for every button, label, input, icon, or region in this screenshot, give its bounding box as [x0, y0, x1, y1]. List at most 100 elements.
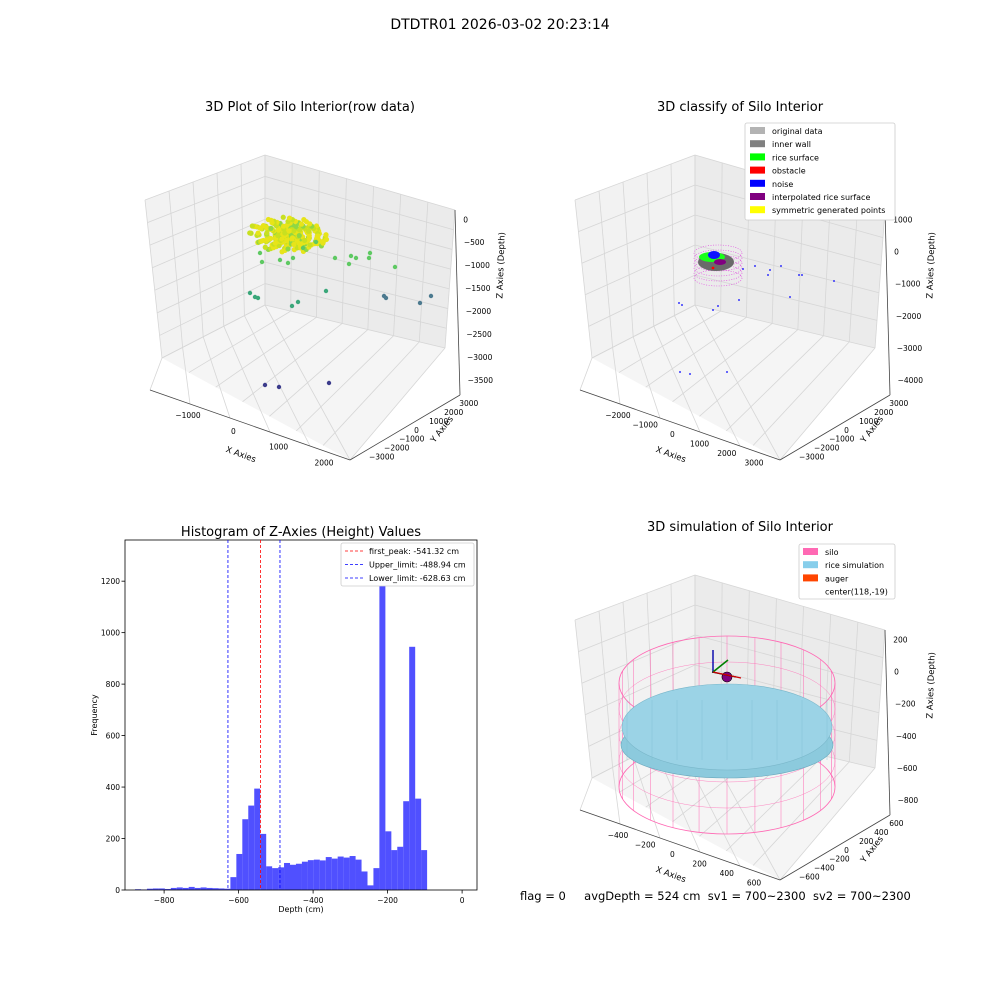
- grid-line: [216, 172, 225, 327]
- grid-line: [598, 610, 613, 768]
- histogram-bar: [313, 859, 320, 890]
- inner-wall-ring: [693, 259, 743, 277]
- legend-label: rice simulation: [825, 561, 884, 570]
- axis-tick-label: 0: [844, 426, 849, 435]
- grid-line: [646, 172, 655, 327]
- data-point: [323, 288, 329, 294]
- grid-line: [694, 574, 886, 631]
- grid-line: [149, 357, 163, 391]
- legend-swatch: [750, 127, 765, 134]
- z-axis-line: [884, 629, 891, 816]
- histogram-bar: [242, 819, 249, 890]
- data-point: [291, 228, 297, 234]
- x-tick-label: −400: [303, 896, 324, 905]
- grid-line: [694, 604, 884, 658]
- grid-line: [240, 163, 245, 316]
- noise-points: [708, 251, 720, 259]
- data-point: [295, 299, 301, 305]
- grid-line: [223, 326, 271, 433]
- grid-line: [264, 154, 456, 211]
- histogram-bar: [266, 866, 273, 890]
- grid-line: [264, 176, 454, 231]
- z-axis-line: [884, 209, 891, 396]
- data-point: [259, 259, 265, 265]
- grid-line: [192, 181, 204, 337]
- data-point: [296, 233, 302, 239]
- y-axis-label: Frequency: [90, 694, 99, 736]
- histogram-bar: [206, 887, 213, 890]
- inner-wall-ring: [693, 269, 743, 287]
- x-axis-label: Depth (cm): [278, 905, 323, 914]
- data-point: [280, 214, 286, 220]
- grid-line: [694, 304, 876, 349]
- axis-tick-label: −400: [896, 732, 917, 741]
- chart-title: 3D classify of Silo Interior: [657, 100, 824, 115]
- chart-title: 3D simulation of Silo Interior: [647, 520, 834, 535]
- grid-line: [645, 316, 747, 388]
- data-point: [315, 233, 321, 239]
- data-point: [323, 232, 329, 238]
- legend-label: inner wall: [772, 140, 811, 149]
- chart-panel-2: −2000−10000100020003000−3000−2000−100001…: [574, 100, 938, 468]
- y-tick-label: 800: [106, 680, 121, 689]
- legend-swatch: [803, 548, 818, 555]
- grid-line: [578, 184, 696, 232]
- axis-tick-label: −2500: [466, 330, 492, 339]
- grid-line: [694, 214, 882, 266]
- grid-line: [874, 209, 886, 349]
- axis-tick-label: 200: [859, 837, 874, 846]
- y-tick-label: 1000: [101, 629, 120, 638]
- histogram-bar: [397, 846, 404, 890]
- data-point: [290, 255, 296, 261]
- data-point: [301, 217, 307, 223]
- histogram-bar: [284, 862, 291, 890]
- data-point: [275, 232, 281, 238]
- histogram-bar: [236, 853, 243, 890]
- legend-label: interpolated rice surface: [772, 193, 870, 202]
- grid-line: [574, 619, 593, 779]
- noise-point: [738, 299, 740, 301]
- grid-line: [574, 154, 696, 201]
- grid-line: [168, 190, 183, 348]
- histogram-bar: [307, 860, 314, 890]
- legend-swatch: [803, 561, 818, 569]
- back-pane-left: [145, 155, 265, 358]
- data-point: [428, 293, 434, 299]
- axis-tick-label: −400: [814, 864, 835, 873]
- grid-line: [779, 767, 876, 881]
- noise-point: [789, 296, 791, 298]
- data-point: [307, 242, 313, 248]
- noise-point: [717, 305, 719, 307]
- grid-line: [588, 274, 696, 327]
- histogram-bar: [224, 888, 231, 890]
- obstacle-point: [711, 266, 715, 270]
- grid-line: [156, 261, 266, 314]
- auger-marker: [721, 671, 733, 683]
- legend-swatch: [750, 206, 765, 214]
- data-point: [279, 236, 285, 242]
- z-axis-label: Z Axies (Depth): [925, 652, 937, 719]
- grid-line: [720, 162, 723, 312]
- grid-line: [574, 199, 593, 359]
- grid-line: [653, 326, 701, 433]
- histogram-bar: [367, 885, 374, 890]
- histogram-bar: [331, 858, 338, 890]
- noise-point: [801, 274, 803, 276]
- histogram-bar: [176, 887, 183, 890]
- histogram-bar: [218, 888, 225, 890]
- grid-line: [444, 209, 456, 349]
- data-point: [305, 237, 312, 243]
- status-footer: flag = 0 avgDepth = 524 cm sv1 = 700~230…: [520, 889, 911, 903]
- axis-tick-label: 0: [670, 850, 675, 859]
- back-pane-right: [265, 155, 455, 348]
- legend-swatch: [803, 574, 818, 582]
- grid-line: [752, 341, 850, 446]
- data-point: [307, 221, 313, 227]
- histogram-bar: [146, 888, 153, 890]
- axis-tick-label: 400: [720, 869, 735, 878]
- axis-tick-label: −1000: [399, 435, 425, 444]
- grid-line: [694, 274, 878, 321]
- data-point: [392, 264, 398, 270]
- legend: first_peak: -541.32 cm Upper_limit: -488.…: [340, 542, 475, 587]
- histogram-bar: [349, 856, 356, 890]
